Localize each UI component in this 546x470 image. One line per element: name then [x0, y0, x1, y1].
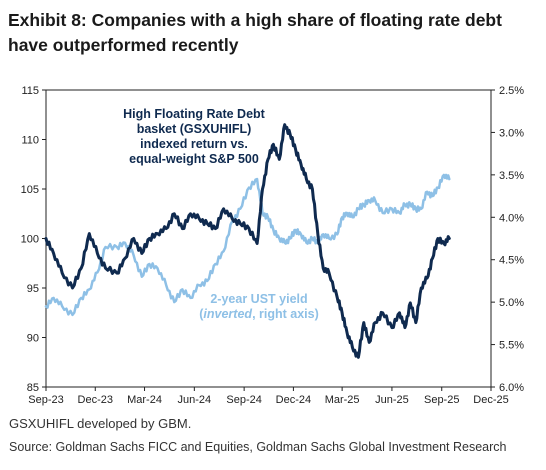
annotation-rest: , right axis) — [252, 307, 319, 321]
annotation-line: 2-year UST yield — [210, 292, 308, 306]
x-tick-label: Sep-24 — [226, 394, 261, 406]
x-tick-label: Sep-25 — [424, 394, 459, 406]
ust-yield-line — [44, 173, 451, 317]
annotation-line: (inverted, right axis) — [196, 307, 322, 322]
right-tick-label: 3.0% — [499, 127, 524, 139]
left-tick-label: 90 — [27, 333, 39, 345]
annotation-paren: ( — [199, 307, 204, 321]
left-tick-label: 110 — [21, 135, 39, 147]
right-tick-label: 6.0% — [499, 382, 524, 394]
right-tick-label: 4.0% — [499, 212, 524, 224]
x-tick-label: Dec-23 — [78, 394, 113, 406]
x-tick-label: Jun-24 — [178, 394, 212, 406]
left-tick-label: 85 — [27, 382, 39, 394]
right-tick-label: 4.5% — [499, 255, 524, 267]
annotation-line: High Floating Rate Debt — [123, 107, 265, 121]
annotation-line: basket (GSXUHIFL) — [136, 122, 252, 136]
basket-series-annotation: High Floating Rate Debt basket (GSXUHIFL… — [100, 107, 288, 167]
right-tick-label: 2.5% — [499, 85, 524, 97]
x-tick-label: Mar-24 — [127, 394, 162, 406]
annotation-line: equal-weight S&P 500 — [129, 152, 259, 166]
footnote: GSXUHIFL developed by GBM. — [9, 416, 192, 431]
left-tick-label: 105 — [21, 184, 39, 196]
x-tick-label: Jun-25 — [375, 394, 409, 406]
chart-title: Exhibit 8: Companies with a high share o… — [8, 10, 502, 55]
x-tick-label: Dec-25 — [473, 394, 508, 406]
right-tick-label: 5.0% — [499, 297, 524, 309]
source-note: Source: Goldman Sachs FICC and Equities,… — [9, 440, 507, 454]
left-tick-label: 115 — [21, 85, 39, 97]
left-tick-label: 95 — [27, 283, 39, 295]
basket-return-line — [44, 123, 451, 359]
annotation-italic: inverted — [203, 307, 253, 321]
x-tick-label: Mar-25 — [325, 394, 360, 406]
x-tick-label: Dec-24 — [276, 394, 311, 406]
yield-series-annotation: 2-year UST yield (inverted, right axis) — [196, 292, 322, 322]
right-tick-label: 5.5% — [499, 340, 524, 352]
x-tick-label: Sep-23 — [28, 394, 63, 406]
left-tick-label: 100 — [21, 234, 39, 246]
annotation-line: indexed return vs. — [140, 137, 248, 151]
right-tick-label: 3.5% — [499, 170, 524, 182]
